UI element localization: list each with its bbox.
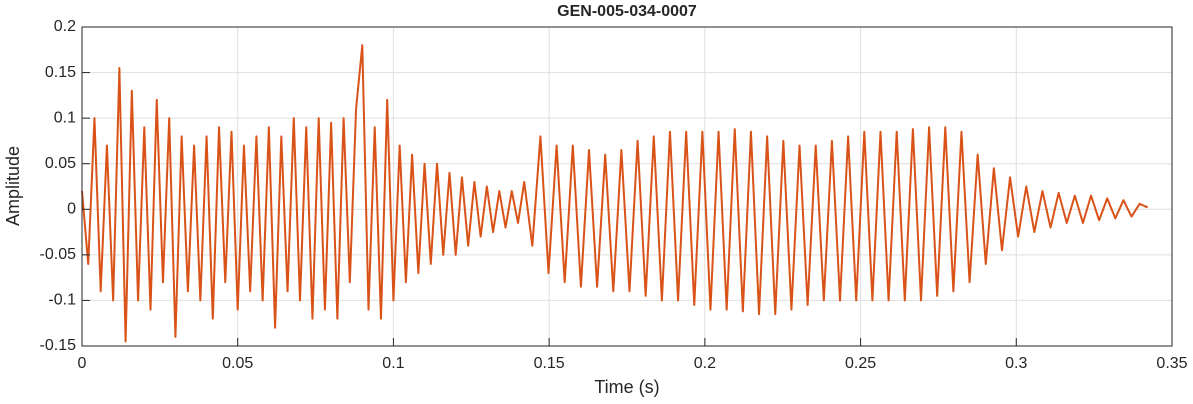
y-tick-label: -0.1 — [48, 292, 76, 309]
x-axis-label: Time (s) — [594, 377, 659, 397]
y-axis-label: Amplitude — [3, 146, 23, 226]
x-tick-label: 0 — [78, 355, 87, 372]
x-tick-label: 0.1 — [382, 355, 404, 372]
chart-title: GEN-005-034-0007 — [557, 3, 697, 20]
y-tick-label: 0 — [67, 201, 76, 218]
y-tick-label: 0.1 — [54, 109, 76, 126]
x-tick-label: 0.15 — [534, 355, 565, 372]
y-tick-label: 0.05 — [45, 155, 76, 172]
y-tick-label: 0.2 — [54, 18, 76, 35]
y-tick-label: 0.15 — [45, 64, 76, 81]
axes-box — [81, 26, 1173, 347]
x-tick-label: 0.2 — [694, 355, 716, 372]
x-tick-label: 0.25 — [845, 355, 876, 372]
x-tick-label: 0.05 — [222, 355, 253, 372]
y-tick-label: -0.05 — [40, 246, 77, 263]
x-tick-label: 0.3 — [1005, 355, 1027, 372]
plot-area — [81, 44, 1149, 343]
y-tick-label: -0.15 — [40, 337, 77, 354]
line-series — [81, 44, 1149, 343]
x-tick-label: 0.35 — [1156, 355, 1187, 372]
